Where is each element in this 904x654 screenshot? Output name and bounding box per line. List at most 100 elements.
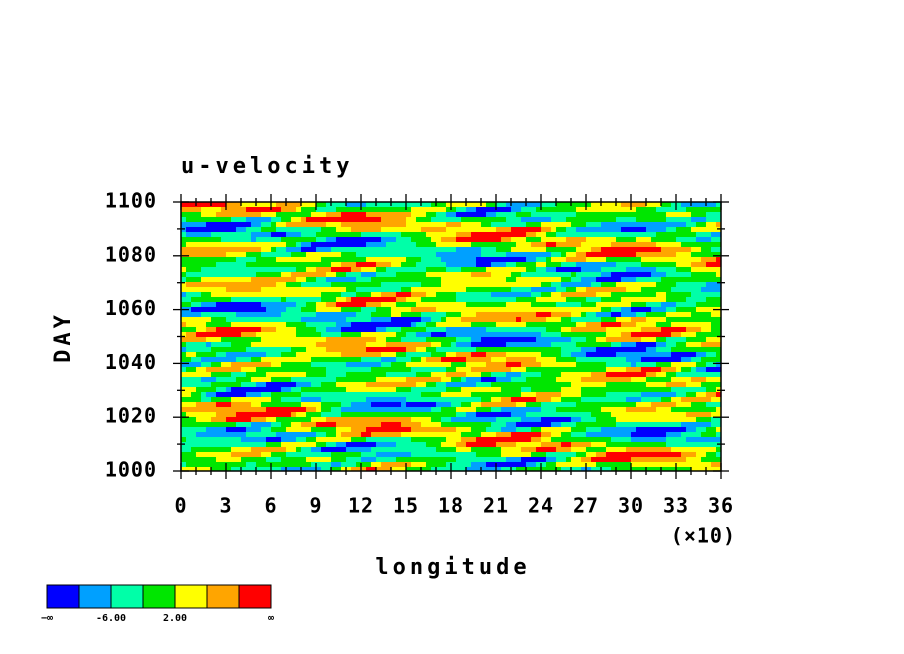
field-cell [676, 392, 682, 398]
field-cell [261, 422, 267, 428]
field-cell [591, 337, 597, 343]
field-cell [411, 222, 417, 228]
field-cell [206, 392, 212, 398]
field-cell [266, 372, 272, 378]
field-cell [301, 207, 307, 213]
field-cell [441, 417, 447, 423]
field-cell [251, 202, 257, 208]
field-cell [196, 322, 202, 328]
field-cell [291, 297, 297, 303]
field-cell [416, 212, 422, 218]
field-cell [626, 212, 632, 218]
field-cell [211, 417, 217, 423]
field-cell [691, 222, 697, 228]
field-cell [686, 317, 692, 323]
field-cell [296, 412, 302, 418]
field-cell [296, 312, 302, 318]
field-cell [656, 392, 662, 398]
field-cell [221, 427, 227, 433]
field-cell [531, 307, 537, 313]
field-cell [466, 252, 472, 258]
field-cell [646, 247, 652, 253]
field-cell [376, 342, 382, 348]
field-cell [531, 277, 537, 283]
field-cell [331, 207, 337, 213]
field-cell [541, 242, 547, 248]
field-cell [186, 257, 192, 263]
field-cell [596, 367, 602, 373]
field-cell [416, 327, 422, 333]
field-cell [361, 362, 367, 368]
field-cell [491, 307, 497, 313]
field-cell [316, 257, 322, 263]
field-cell [416, 262, 422, 268]
field-cell [481, 247, 487, 253]
field-cell [486, 277, 492, 283]
field-cell [636, 202, 642, 208]
field-cell [611, 287, 617, 293]
field-cell [406, 412, 412, 418]
field-cell [536, 397, 542, 403]
field-cell [231, 202, 237, 208]
field-cell [326, 422, 332, 428]
field-cell [501, 272, 507, 278]
field-cell [306, 252, 312, 258]
field-cell [266, 302, 272, 308]
field-cell [706, 287, 712, 293]
field-cell [506, 222, 512, 228]
field-cell [586, 307, 592, 313]
field-cell [446, 222, 452, 228]
field-cell [461, 272, 467, 278]
field-cell [276, 277, 282, 283]
field-cell [491, 227, 497, 233]
field-cell [431, 397, 437, 403]
field-cell [216, 292, 222, 298]
field-cell [511, 212, 517, 218]
field-cell [206, 227, 212, 233]
field-cell [201, 227, 207, 233]
field-cell [316, 202, 322, 208]
field-cell [691, 272, 697, 278]
field-cell [471, 357, 477, 363]
field-cell [716, 352, 722, 358]
field-cell [556, 202, 562, 208]
field-cell [291, 252, 297, 258]
field-cell [446, 247, 452, 253]
field-cell [526, 237, 532, 243]
field-cell [471, 292, 477, 298]
field-cell [211, 322, 217, 328]
field-cell [671, 207, 677, 213]
field-cell [466, 357, 472, 363]
field-cell [481, 282, 487, 288]
field-cell [246, 252, 252, 258]
field-cell [506, 372, 512, 378]
field-cell [261, 212, 267, 218]
field-cell [291, 232, 297, 238]
field-cell [621, 352, 627, 358]
field-cell [361, 387, 367, 393]
field-cell [461, 372, 467, 378]
field-cell [441, 257, 447, 263]
field-cell [396, 262, 402, 268]
field-cell [526, 312, 532, 318]
field-cell [661, 422, 667, 428]
field-cell [381, 322, 387, 328]
field-cell [526, 387, 532, 393]
field-cell [501, 227, 507, 233]
field-cell [656, 292, 662, 298]
field-cell [251, 252, 257, 258]
field-cell [576, 357, 582, 363]
field-cell [706, 352, 712, 358]
field-cell [401, 232, 407, 238]
field-cell [591, 252, 597, 258]
field-cell [521, 352, 527, 358]
field-cell [511, 422, 517, 428]
field-cell [361, 407, 367, 413]
field-cell [321, 402, 327, 408]
field-cell [326, 362, 332, 368]
field-cell [476, 352, 482, 358]
field-cell [286, 402, 292, 408]
field-cell [641, 392, 647, 398]
field-cell [566, 372, 572, 378]
field-cell [651, 412, 657, 418]
